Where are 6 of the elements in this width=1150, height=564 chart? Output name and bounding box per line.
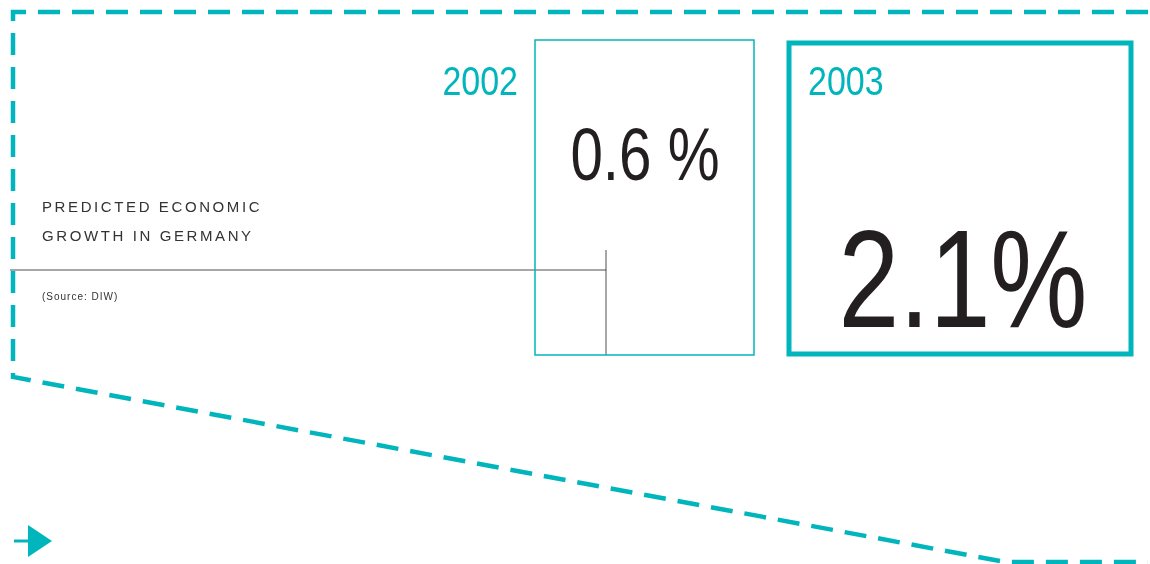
category-label: 2002	[442, 58, 518, 104]
category-label: 2003	[808, 58, 884, 104]
data-label: 0.6 %	[570, 111, 720, 196]
data-label: 2.1%	[838, 199, 1088, 358]
text: (Source: DIW)	[42, 291, 119, 302]
text: PREDICTED ECONOMIC GROWTH IN GERMANY	[42, 198, 263, 244]
